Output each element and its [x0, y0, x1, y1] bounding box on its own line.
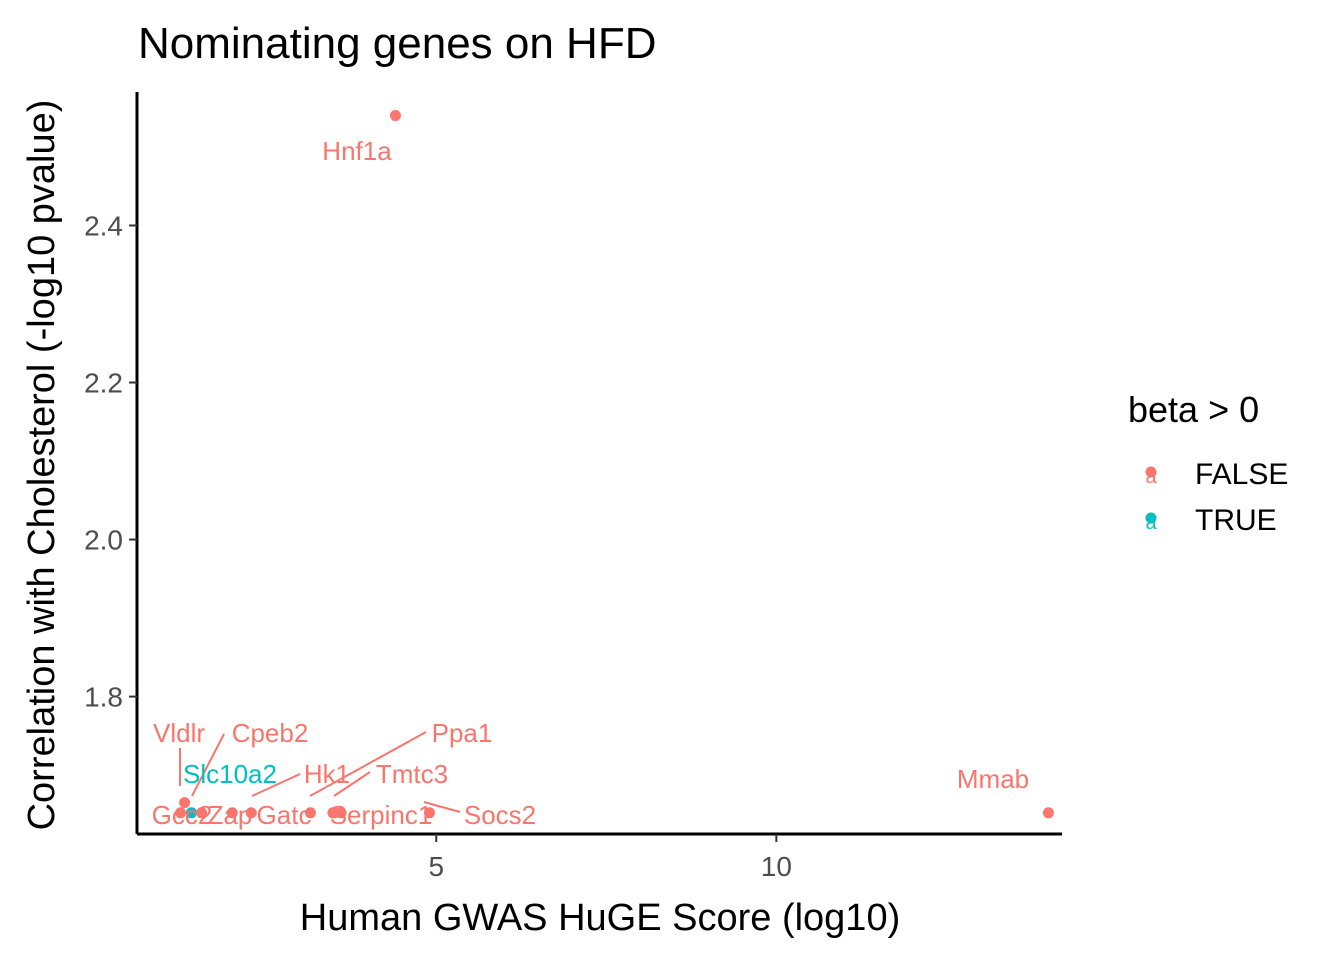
point-label-vldlr: Vldlr	[153, 718, 205, 748]
point-serpinc1	[327, 807, 339, 819]
y-tick-label: 2.2	[84, 368, 123, 399]
legend-label-true: TRUE	[1195, 504, 1277, 537]
point-hk1	[245, 807, 257, 819]
leader-line-cpeb2	[191, 733, 225, 797]
legend-key-glyph: a	[1145, 512, 1157, 534]
legend-key-true	[1145, 512, 1157, 524]
point-label-ppa1: Ppa1	[432, 718, 493, 748]
point-label-socs2: Socs2	[464, 800, 536, 830]
legend-key-glyph: a	[1145, 466, 1157, 488]
chart-title: Nominating genes on HFD	[138, 19, 656, 68]
point-zap	[226, 807, 238, 819]
point-label-gcc2: Gcc2	[152, 800, 213, 830]
point-label-slc10a2: Slc10a2	[183, 759, 277, 789]
point-label-serpinc1: Serpinc1	[330, 800, 433, 830]
point-label-hnf1a: Hnf1a	[322, 136, 392, 166]
x-tick-label: 10	[761, 851, 792, 882]
y-axis-title: Correlation with Cholesterol (-log10 pva…	[21, 100, 63, 831]
leader-line-socs2	[423, 801, 461, 813]
y-axis-title-group: Correlation with Cholesterol (-log10 pva…	[21, 100, 63, 831]
point-gcc2	[175, 807, 187, 819]
legend-title: beta > 0	[1128, 389, 1259, 430]
point-label-tmtc3: Tmtc3	[376, 759, 448, 789]
point-cpeb2	[196, 807, 208, 819]
point-label-cpeb2: Cpeb2	[232, 718, 309, 748]
legend-key-false	[1145, 466, 1157, 478]
legend-label-false: FALSE	[1195, 458, 1288, 491]
y-tick-label: 2.0	[84, 525, 123, 556]
point-tmtc3	[335, 807, 347, 819]
y-tick-label: 2.4	[84, 210, 123, 241]
leader-line-hk1	[251, 773, 301, 797]
leader-line-tmtc3	[333, 771, 371, 797]
point-socs2	[423, 807, 435, 819]
leader-line-ppa1	[309, 731, 427, 797]
point-hnf1a	[389, 110, 401, 122]
point-mmab	[1042, 807, 1054, 819]
x-axis-title: Human GWAS HuGE Score (log10)	[300, 897, 900, 939]
point-label-hk1: Hk1	[304, 759, 350, 789]
plot-area: 1.8 2.0 2.2 2.4 5 10 Hnf1a Mmab Vldlr Gcc2 Slc10a2…	[84, 92, 1062, 882]
y-tick-label: 1.8	[84, 682, 123, 713]
point-label-zap: Zap	[208, 800, 253, 830]
point-label-mmab: Mmab	[957, 764, 1029, 794]
legend: beta > 0 a FALSE a TRUE	[1128, 389, 1288, 537]
x-tick-label: 5	[428, 851, 444, 882]
point-slc10a2	[185, 807, 197, 819]
point-gatc	[304, 807, 316, 819]
point-vldlr	[179, 797, 191, 809]
point-label-gatc: Gatc	[257, 800, 312, 830]
